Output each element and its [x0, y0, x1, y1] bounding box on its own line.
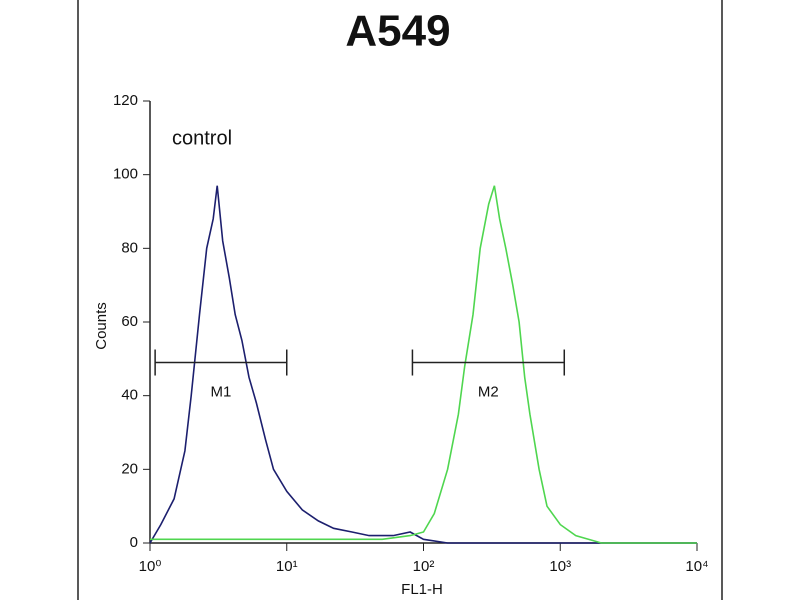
- series-line: [150, 185, 697, 544]
- series-line: [149, 185, 697, 544]
- x-tick-label: 10⁰: [139, 558, 162, 575]
- marker-label: M1: [211, 383, 232, 400]
- annotation: control: [172, 127, 232, 149]
- y-tick-label: 100: [113, 166, 138, 183]
- y-tick-label: 60: [121, 313, 138, 330]
- y-tick-label: 40: [121, 387, 138, 404]
- x-tick-label: 10⁴: [685, 558, 708, 575]
- y-tick-label: 120: [113, 92, 138, 109]
- y-tick-label: 20: [121, 460, 138, 477]
- marker-label: M2: [478, 383, 499, 400]
- x-tick-label: 10³: [549, 558, 571, 575]
- y-tick-label: 80: [121, 239, 138, 256]
- x-tick-label: 10²: [413, 558, 435, 575]
- x-axis-label: FL1-H: [401, 581, 443, 598]
- y-axis-label: Counts: [93, 302, 110, 350]
- x-tick-label: 10¹: [276, 558, 298, 575]
- chart-title: A549: [345, 7, 450, 56]
- y-tick-label: 0: [130, 534, 138, 551]
